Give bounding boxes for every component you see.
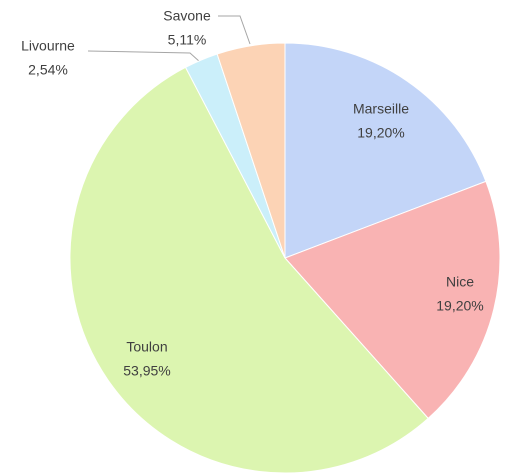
slice-value-label: 19,20%: [357, 125, 404, 141]
slice-value-label: 53,95%: [123, 363, 170, 379]
pie-slice: [284, 180, 501, 420]
slice-value-label: 5,11%: [168, 32, 207, 48]
pie-slice: [216, 42, 286, 259]
leader-line: [218, 15, 251, 45]
slice-label: Toulon: [126, 339, 167, 355]
slice-label: Marseille: [353, 101, 409, 117]
slice-value-label: 19,20%: [436, 298, 483, 314]
slice-label: Nice: [446, 274, 474, 290]
pie-slice: [284, 42, 487, 259]
pie-slice: [69, 66, 429, 473]
slice-label: Savone: [163, 8, 211, 24]
slice-value-label: 2,54%: [28, 62, 68, 78]
leader-line: [87, 50, 201, 63]
slice-label: Livourne: [21, 38, 75, 54]
